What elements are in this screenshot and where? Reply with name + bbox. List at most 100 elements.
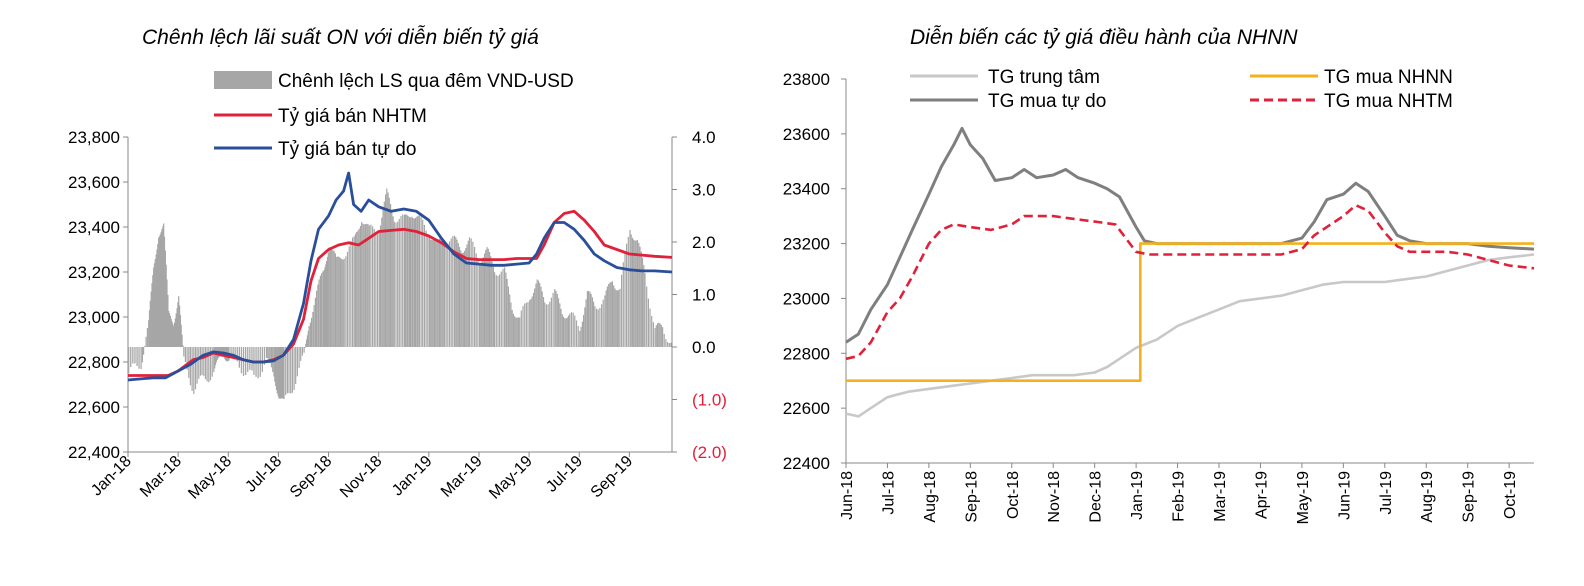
spread-bar bbox=[312, 312, 314, 347]
spread-bar bbox=[298, 347, 300, 369]
spread-bar bbox=[635, 240, 637, 347]
spread-bar bbox=[609, 282, 611, 347]
right-axis-tick-label: 0.0 bbox=[692, 338, 716, 357]
spread-bar bbox=[646, 286, 648, 347]
spread-bar bbox=[462, 252, 464, 347]
spread-bar bbox=[149, 300, 151, 347]
spread-bar bbox=[509, 294, 511, 347]
spread-bar bbox=[458, 247, 461, 347]
spread-bar bbox=[505, 272, 507, 347]
spread-bar bbox=[539, 283, 541, 347]
spread-bar bbox=[379, 225, 382, 347]
spread-bar bbox=[321, 273, 323, 347]
spread-bar bbox=[295, 347, 297, 384]
left-axis-tick-label: 23,400 bbox=[68, 218, 120, 237]
spread-bar bbox=[654, 328, 656, 347]
spread-bar bbox=[268, 347, 270, 361]
spread-bar bbox=[128, 347, 130, 374]
spread-bar bbox=[281, 347, 283, 399]
spread-bar bbox=[564, 318, 566, 347]
x-axis-tick-label: Jul-18 bbox=[242, 453, 285, 496]
spread-bar bbox=[422, 219, 424, 347]
spread-bar bbox=[670, 342, 672, 347]
spread-bar bbox=[274, 347, 276, 382]
spread-bar bbox=[206, 347, 208, 382]
spread-bar bbox=[152, 275, 154, 347]
spread-bar bbox=[201, 347, 203, 375]
spread-bar bbox=[171, 321, 173, 347]
spread-bar bbox=[402, 214, 404, 347]
spread-bar bbox=[357, 230, 359, 347]
spread-bar bbox=[132, 347, 134, 364]
spread-bar bbox=[358, 228, 360, 347]
x-axis-tick-label: Nov-18 bbox=[337, 453, 386, 502]
spread-bar bbox=[638, 242, 640, 347]
spread-bar bbox=[411, 216, 413, 347]
left-chart-title: Chênh lệch lãi suất ON với diễn biến tỷ … bbox=[142, 26, 539, 49]
spread-bar bbox=[194, 347, 197, 390]
spread-bar bbox=[468, 237, 471, 347]
spread-bar bbox=[290, 347, 292, 394]
spread-bar bbox=[511, 310, 513, 347]
spread-bar bbox=[441, 240, 443, 347]
spread-bar bbox=[466, 244, 468, 347]
legend-label: TG mua tự do bbox=[988, 91, 1106, 112]
spread-bar bbox=[343, 258, 345, 347]
spread-bar bbox=[140, 347, 142, 369]
spread-bar bbox=[453, 235, 456, 347]
x-axis-tick-label: Jul-19 bbox=[1378, 471, 1395, 515]
sbv-buy-rate-line bbox=[846, 242, 1534, 382]
spread-bar bbox=[151, 283, 153, 347]
spread-bar bbox=[306, 339, 308, 347]
spread-bar bbox=[456, 239, 458, 347]
spread-bar bbox=[484, 253, 486, 347]
spread-bar bbox=[626, 243, 628, 347]
spread-bar bbox=[179, 305, 181, 347]
spread-bar bbox=[136, 347, 138, 366]
spread-bar bbox=[550, 297, 552, 347]
spread-bar bbox=[311, 317, 313, 347]
spread-bar bbox=[170, 318, 172, 347]
spread-bar bbox=[631, 237, 634, 347]
spread-bar bbox=[487, 248, 489, 347]
spread-bar bbox=[180, 324, 182, 347]
spread-bar bbox=[615, 290, 617, 347]
x-axis-tick-label: Oct-18 bbox=[1005, 471, 1022, 519]
spread-bar bbox=[301, 347, 303, 356]
x-axis-tick-label: May-19 bbox=[486, 453, 536, 503]
spread-bar bbox=[457, 243, 459, 347]
spread-bar bbox=[280, 347, 283, 399]
spread-bar bbox=[599, 308, 601, 347]
spread-bar bbox=[363, 224, 365, 347]
x-axis-tick-label: Sep-18 bbox=[287, 453, 336, 502]
x-axis-tick-label: Nov-18 bbox=[1046, 471, 1063, 523]
spread-bar bbox=[418, 215, 420, 347]
y-axis-tick-label: 22400 bbox=[783, 454, 830, 473]
spread-bar bbox=[644, 273, 646, 347]
spread-bar bbox=[154, 259, 156, 347]
spread-bar bbox=[474, 247, 476, 347]
spread-bar bbox=[130, 347, 132, 368]
spread-bar bbox=[420, 216, 422, 347]
spread-bar bbox=[322, 271, 324, 347]
spread-bar bbox=[570, 312, 573, 347]
spread-bar bbox=[392, 216, 394, 347]
spread-bar bbox=[150, 291, 152, 347]
spread-bar bbox=[407, 215, 409, 347]
spread-bar bbox=[366, 223, 368, 347]
spread-bar bbox=[275, 347, 277, 386]
spread-bar bbox=[423, 224, 425, 347]
spread-bar bbox=[658, 322, 660, 347]
spread-bar bbox=[338, 256, 340, 347]
spread-bar bbox=[148, 310, 151, 347]
spread-bar bbox=[143, 347, 145, 355]
spread-bar bbox=[177, 302, 179, 347]
spread-bar bbox=[542, 297, 545, 347]
spread-bar bbox=[267, 347, 269, 359]
spread-bar bbox=[436, 241, 438, 347]
spread-bar bbox=[472, 241, 474, 347]
spread-bar bbox=[540, 286, 542, 347]
spread-bar bbox=[574, 315, 576, 347]
right-axis-tick-label: 4.0 bbox=[692, 128, 716, 147]
spread-bar bbox=[655, 325, 657, 347]
